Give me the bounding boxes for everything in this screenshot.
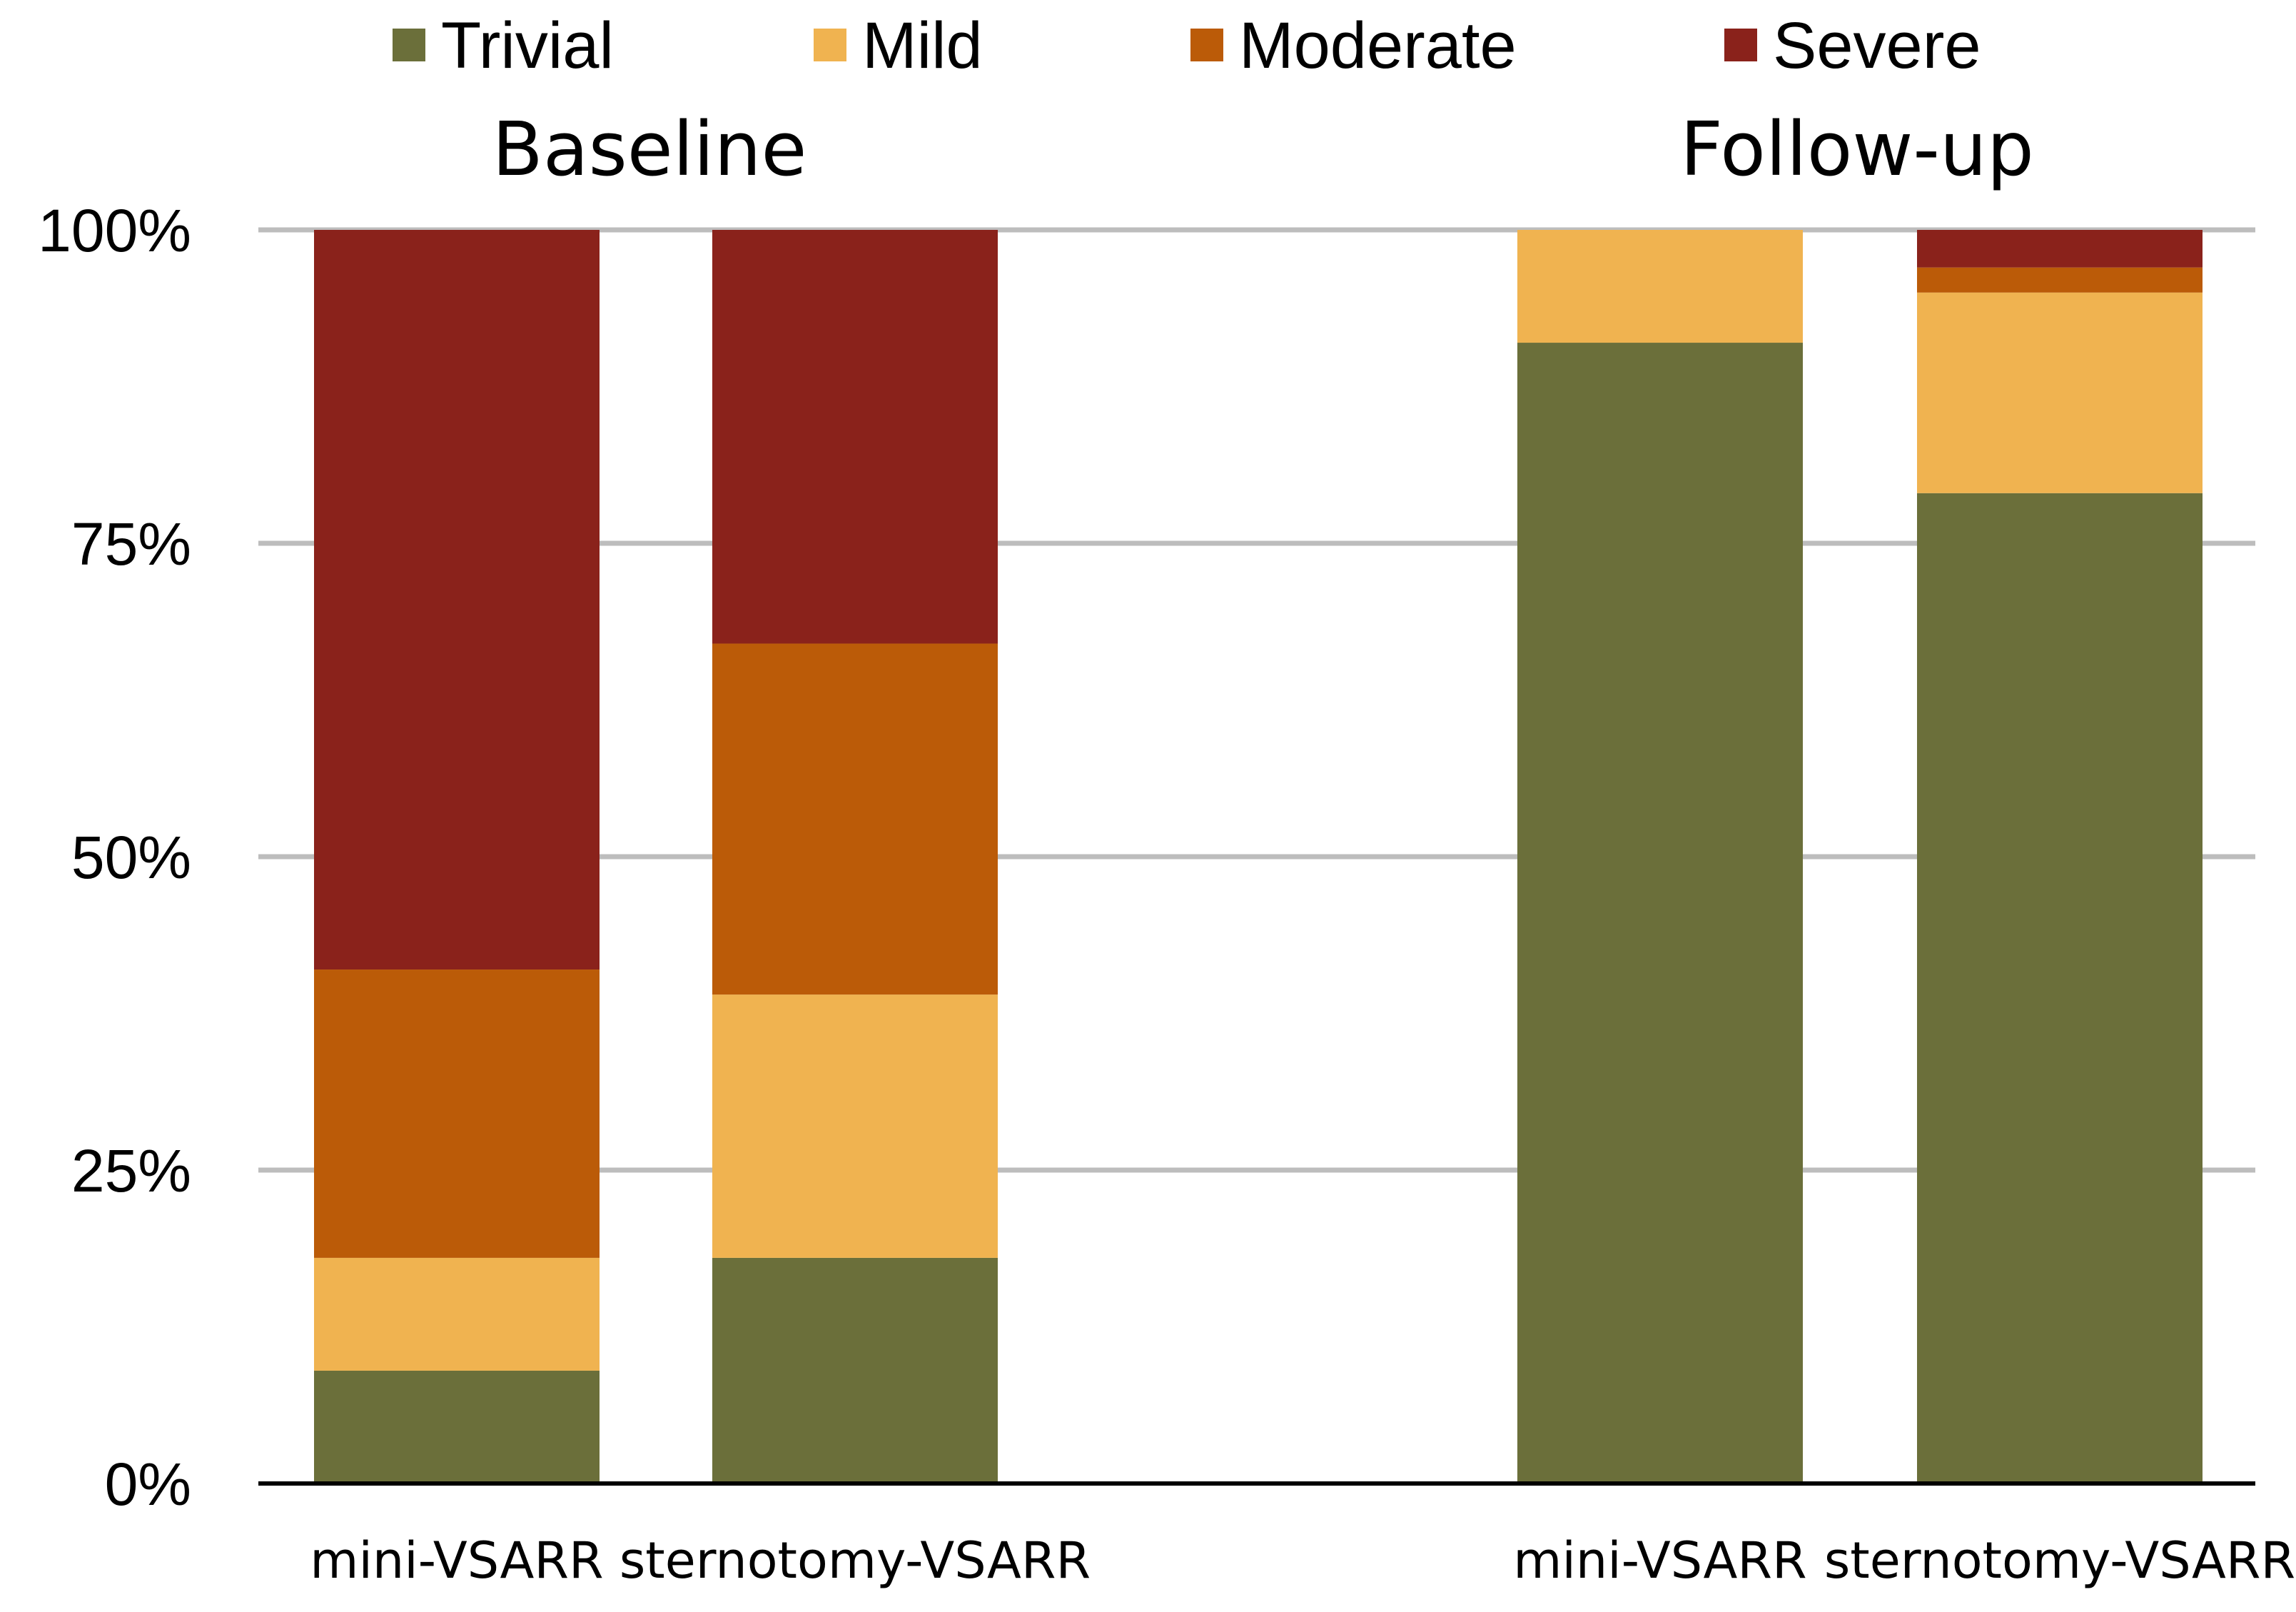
bar-segment-moderate xyxy=(314,969,600,1258)
y-tick-label: 0% xyxy=(105,1451,191,1518)
category-labels: mini-VSARR sternotomy-VSARR mini-VSARR ster… xyxy=(310,1531,2295,1590)
bar-segment-trivial xyxy=(314,1370,600,1483)
bar-segment-mild xyxy=(314,1257,600,1371)
y-axis-ticks: 0% 25% 50% 75% 100% xyxy=(38,197,191,1518)
y-tick-label: 50% xyxy=(71,824,191,891)
group-title-baseline: Baseline xyxy=(492,106,807,193)
category-label: sternotomy-VSARR xyxy=(619,1531,1091,1590)
bar-segment-trivial xyxy=(1917,493,2203,1483)
bar-segment-severe xyxy=(314,230,600,970)
bars xyxy=(314,230,2203,1483)
bar-segment-trivial xyxy=(712,1257,998,1483)
y-tick-label: 75% xyxy=(71,510,191,578)
legend-label-severe: Severe xyxy=(1773,9,1981,82)
category-label: mini-VSARR xyxy=(1513,1531,1806,1590)
y-tick-label: 25% xyxy=(71,1137,191,1204)
group-title-follow-up: Follow-up xyxy=(1680,106,2034,193)
legend-swatch-moderate xyxy=(1190,29,1223,61)
bar-segment-severe xyxy=(1917,230,2203,268)
bar-segment-moderate xyxy=(1917,267,2203,293)
legend-swatch-trivial xyxy=(393,29,425,61)
legend-label-trivial: Trivial xyxy=(441,9,614,82)
legend: Trivial Mild Moderate Severe xyxy=(393,9,1981,82)
bar-segment-mild xyxy=(1917,292,2203,493)
bar-segment-mild xyxy=(1517,230,1803,343)
legend-label-moderate: Moderate xyxy=(1239,9,1517,82)
bar-segment-severe xyxy=(712,230,998,644)
legend-swatch-severe xyxy=(1724,29,1757,61)
category-label: sternotomy-VSARR xyxy=(1824,1531,2295,1590)
y-tick-label: 100% xyxy=(38,197,191,264)
legend-label-mild: Mild xyxy=(862,9,983,82)
legend-swatch-mild xyxy=(814,29,846,61)
bar-segment-moderate xyxy=(712,643,998,995)
category-label: mini-VSARR xyxy=(310,1531,603,1590)
bar-segment-trivial xyxy=(1517,343,1803,1483)
bar-segment-mild xyxy=(712,994,998,1258)
